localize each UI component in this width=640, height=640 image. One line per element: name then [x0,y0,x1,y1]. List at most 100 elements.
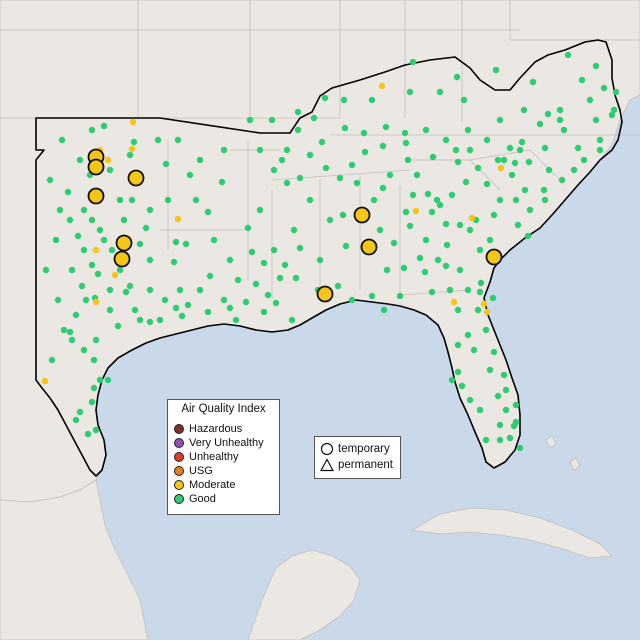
good-sensor-marker[interactable] [339,211,347,219]
good-sensor-marker[interactable] [564,51,572,59]
good-sensor-marker[interactable] [406,88,414,96]
good-sensor-marker[interactable] [186,171,194,179]
good-sensor-marker[interactable] [106,306,114,314]
good-sensor-marker[interactable] [334,282,342,290]
good-sensor-marker[interactable] [283,146,291,154]
good-sensor-marker[interactable] [146,318,154,326]
good-sensor-marker[interactable] [210,236,218,244]
good-sensor-marker[interactable] [556,116,564,124]
moderate-sensor-marker[interactable] [92,246,100,254]
good-sensor-marker[interactable] [416,254,424,262]
good-sensor-marker[interactable] [88,398,96,406]
moderate-sensor-marker[interactable] [104,156,112,164]
good-sensor-marker[interactable] [281,261,289,269]
good-sensor-marker[interactable] [52,236,60,244]
good-sensor-marker[interactable] [90,384,98,392]
moderate-monitor-marker[interactable] [485,248,503,266]
good-sensor-marker[interactable] [256,146,264,154]
good-sensor-marker[interactable] [76,156,84,164]
good-sensor-marker[interactable] [88,261,96,269]
good-sensor-marker[interactable] [494,156,502,164]
good-sensor-marker[interactable] [422,236,430,244]
good-sensor-marker[interactable] [433,196,441,204]
good-sensor-marker[interactable] [434,256,442,264]
good-sensor-marker[interactable] [106,166,114,174]
good-sensor-marker[interactable] [206,272,214,280]
good-sensor-marker[interactable] [321,94,329,102]
good-sensor-marker[interactable] [462,178,470,186]
good-sensor-marker[interactable] [506,144,514,152]
moderate-monitor-marker[interactable] [87,187,105,205]
moderate-sensor-marker[interactable] [468,214,476,222]
good-sensor-marker[interactable] [170,258,178,266]
moderate-sensor-marker[interactable] [174,215,182,223]
good-sensor-marker[interactable] [454,306,462,314]
good-sensor-marker[interactable] [326,216,334,224]
good-sensor-marker[interactable] [489,294,497,302]
good-sensor-marker[interactable] [218,178,226,186]
good-sensor-marker[interactable] [428,208,436,216]
good-sensor-marker[interactable] [58,136,66,144]
good-sensor-marker[interactable] [154,136,162,144]
good-sensor-marker[interactable] [164,196,172,204]
good-sensor-marker[interactable] [500,156,508,164]
good-sensor-marker[interactable] [146,256,154,264]
good-sensor-marker[interactable] [283,179,291,187]
moderate-sensor-marker[interactable] [497,164,505,172]
good-sensor-marker[interactable] [318,138,326,146]
good-sensor-marker[interactable] [470,346,478,354]
good-sensor-marker[interactable] [442,220,450,228]
moderate-sensor-marker[interactable] [450,298,458,306]
good-sensor-marker[interactable] [380,306,388,314]
good-sensor-marker[interactable] [516,146,524,154]
moderate-monitor-marker[interactable] [360,238,378,256]
good-sensor-marker[interactable] [84,430,92,438]
good-sensor-marker[interactable] [510,422,518,430]
good-sensor-marker[interactable] [460,96,468,104]
good-sensor-marker[interactable] [376,226,384,234]
good-sensor-marker[interactable] [100,122,108,130]
good-sensor-marker[interactable] [558,176,566,184]
good-sensor-marker[interactable] [131,306,139,314]
good-sensor-marker[interactable] [512,196,520,204]
good-sensor-marker[interactable] [136,240,144,248]
good-sensor-marker[interactable] [161,296,169,304]
good-sensor-marker[interactable] [383,266,391,274]
good-sensor-marker[interactable] [270,166,278,174]
good-sensor-marker[interactable] [348,161,356,169]
moderate-sensor-marker[interactable] [412,207,420,215]
good-sensor-marker[interactable] [66,216,74,224]
good-sensor-marker[interactable] [486,236,494,244]
good-sensor-marker[interactable] [512,401,520,409]
good-sensor-marker[interactable] [402,208,410,216]
good-sensor-marker[interactable] [496,116,504,124]
good-sensor-marker[interactable] [184,301,192,309]
good-sensor-marker[interactable] [422,126,430,134]
good-sensor-marker[interactable] [292,274,300,282]
good-sensor-marker[interactable] [226,256,234,264]
good-sensor-marker[interactable] [264,291,272,299]
good-sensor-marker[interactable] [474,306,482,314]
good-sensor-marker[interactable] [196,286,204,294]
good-sensor-marker[interactable] [256,206,264,214]
good-sensor-marker[interactable] [46,176,54,184]
good-sensor-marker[interactable] [596,136,604,144]
good-sensor-marker[interactable] [290,226,298,234]
good-sensor-marker[interactable] [80,206,88,214]
good-sensor-marker[interactable] [404,156,412,164]
good-sensor-marker[interactable] [80,246,88,254]
good-sensor-marker[interactable] [494,392,502,400]
good-sensor-marker[interactable] [409,191,417,199]
good-sensor-marker[interactable] [96,226,104,234]
good-sensor-marker[interactable] [500,371,508,379]
good-sensor-marker[interactable] [600,84,608,92]
moderate-monitor-marker[interactable] [316,285,334,303]
good-sensor-marker[interactable] [353,179,361,187]
good-sensor-marker[interactable] [72,311,80,319]
good-sensor-marker[interactable] [104,376,112,384]
moderate-sensor-marker[interactable] [128,145,136,153]
good-sensor-marker[interactable] [126,282,134,290]
good-sensor-marker[interactable] [310,114,318,122]
moderate-sensor-marker[interactable] [41,377,49,385]
